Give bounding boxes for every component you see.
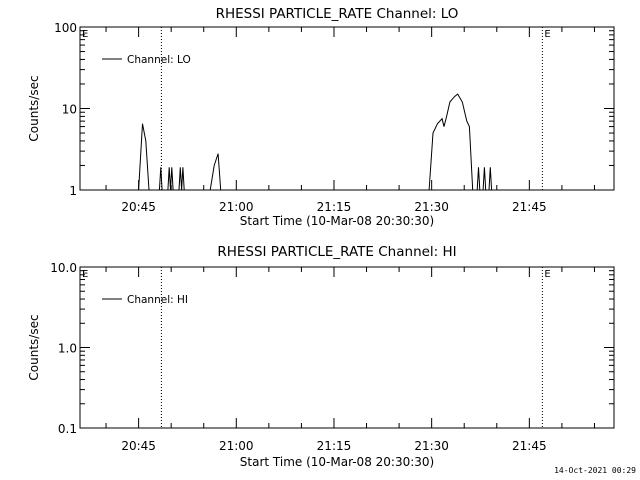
- y-tick-label: 10.0: [50, 261, 77, 275]
- event-marker-label: E: [544, 269, 550, 280]
- chart-title: RHESSI PARTICLE_RATE Channel: HI: [217, 244, 456, 260]
- legend-label: Channel: LO: [127, 54, 191, 66]
- legend-label: Channel: HI: [127, 294, 188, 306]
- y-tick-label: 100: [54, 21, 77, 35]
- x-tick-label: 21:30: [414, 200, 449, 214]
- y-tick-label: 1: [69, 184, 77, 198]
- plot-frame: [79, 266, 615, 429]
- chart-title: RHESSI PARTICLE_RATE Channel: LO: [216, 6, 459, 22]
- x-tick-label: 20:45: [121, 200, 156, 214]
- x-tick-label: 21:15: [317, 439, 352, 453]
- chart-panel-2: RHESSI PARTICLE_RATE Channel: HI 0.1 1.0 10…: [27, 244, 615, 469]
- y-tick-label: 10: [62, 103, 77, 117]
- series-line: [138, 93, 493, 191]
- event-marker-label: E: [82, 29, 88, 40]
- x-axis-label: Start Time (10-Mar-08 20:30:30): [240, 214, 434, 228]
- x-tick-label: 21:45: [512, 200, 547, 214]
- y-axis-label: Counts/sec: [27, 314, 41, 380]
- plot-frame: [79, 26, 615, 191]
- x-tick-label: 21:30: [414, 439, 449, 453]
- x-tick-label: 21:00: [219, 439, 254, 453]
- x-tick-label: 20:45: [121, 439, 156, 453]
- chart-panel-1: RHESSI PARTICLE_RATE Channel: LO 1 10 100 Co…: [27, 6, 615, 228]
- y-axis-label: Counts/sec: [27, 75, 41, 141]
- event-marker-label: E: [82, 269, 88, 280]
- footer-timestamp: 14-Oct-2021 00:29: [554, 466, 636, 475]
- y-tick-label: 1.0: [58, 342, 77, 356]
- x-axis-label: Start Time (10-Mar-08 20:30:30): [240, 455, 434, 469]
- y-tick-label: 0.1: [58, 422, 77, 436]
- x-tick-label: 21:45: [512, 439, 547, 453]
- x-tick-label: 21:00: [219, 200, 254, 214]
- x-tick-label: 21:15: [317, 200, 352, 214]
- event-marker-label: E: [544, 29, 550, 40]
